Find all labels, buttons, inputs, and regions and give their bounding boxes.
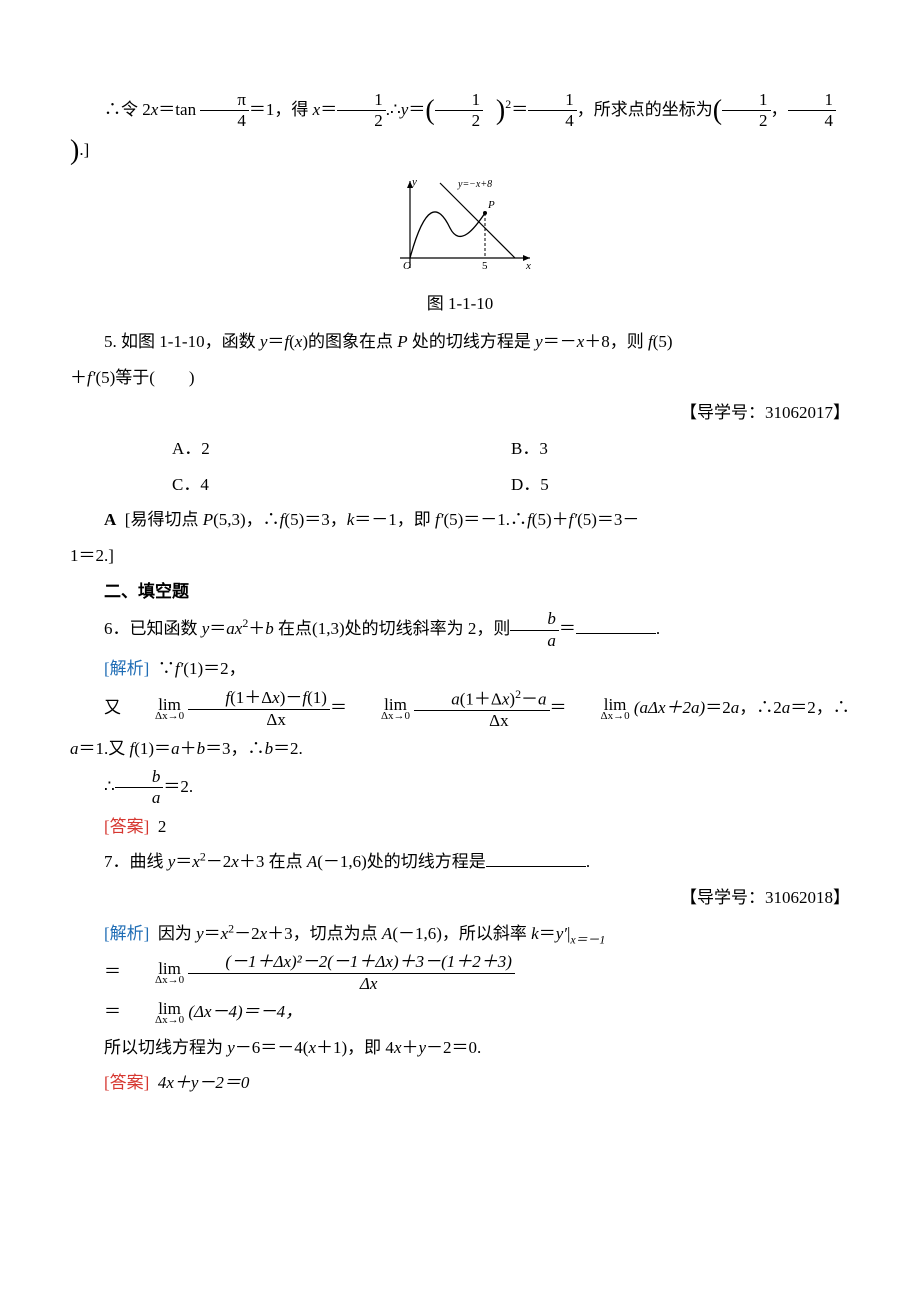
text: ＝ (408, 100, 425, 119)
options-row-2: C．4 D．5 (172, 467, 850, 503)
section-heading: 二、填空题 (70, 574, 850, 610)
var: a (70, 739, 79, 758)
svg-text:x: x (525, 260, 531, 272)
answer-key: A (104, 510, 116, 529)
var: y (418, 1038, 426, 1057)
var: P (397, 332, 407, 351)
question-5-answer: A [易得切点 P(5,3)，∴f(5)＝3，k＝－1，即 f′(5)＝－1.∴… (70, 502, 850, 538)
var: x (192, 852, 200, 871)
frac: 12 (435, 90, 484, 132)
text: ＝ (320, 100, 337, 119)
answer-value: 4x＋y－2＝0 (158, 1073, 250, 1092)
question-5-stem-line2: ＋f′(5)等于( ) (70, 360, 850, 396)
frac: 14 (788, 90, 837, 132)
var: A (382, 924, 392, 943)
paren: ) (496, 95, 505, 126)
var: a (171, 739, 180, 758)
text: ∴令 2 (104, 100, 151, 119)
option-c: C．4 (172, 467, 511, 503)
text: ＝ (511, 100, 528, 119)
var: y (227, 1038, 235, 1057)
question-6-stem: 6．已知函数 y＝ax2＋b 在点(1,3)处的切线斜率为 2，则ba＝. (70, 609, 850, 651)
answer-value: 2 (158, 817, 167, 836)
limit: limΔx→0 (121, 696, 184, 722)
question-7-line2: ＝limΔx→0 (－1＋Δx)²－2(－1＋Δx)＋3－(1＋2＋3)Δx (70, 952, 850, 994)
var: y′ (556, 924, 567, 943)
question-7-answer: [答案] 4x＋y－2＝0 (70, 1065, 850, 1101)
question-5-answer-line2: 1＝2.] (70, 538, 850, 574)
limit: limΔx→0 (121, 1000, 184, 1026)
frac: ba (510, 609, 559, 651)
figure-1-1-10: O y x 5 P y=−x+8 图 1-1-10 (70, 173, 850, 321)
var: f′ (175, 659, 183, 678)
frac: π4 (200, 90, 249, 132)
fill-blank (486, 849, 586, 867)
frac: ba (115, 767, 164, 809)
text: ，所求点的坐标为 (577, 100, 713, 119)
frac: a(1＋Δx)2－aΔx (414, 687, 549, 731)
question-6-line4: ∴ba＝2. (70, 767, 850, 809)
text: .] (79, 140, 89, 159)
svg-text:P: P (487, 199, 495, 211)
option-a: A．2 (172, 431, 511, 467)
question-6-line2: 又limΔx→0 f(1＋Δx)－f(1)Δx＝limΔx→0 a(1＋Δx)2… (70, 687, 850, 731)
var: b (265, 619, 274, 638)
figure-caption: 图 1-1-10 (70, 286, 850, 322)
answer-label: [答案] (104, 1073, 149, 1092)
question-7-line3: ＝limΔx→0 (Δx－4)＝－4， (70, 994, 850, 1030)
svg-text:O: O (403, 260, 411, 272)
question-6-line3: a＝1.又 f(1)＝a＋b＝3，∴b＝2. (70, 731, 850, 767)
question-7-analysis: [解析] 因为 y＝x2－2x＋3，切点为点 A(－1,6)，所以斜率 k＝y′… (70, 916, 850, 952)
frac: (－1＋Δx)²－2(－1＋Δx)＋3－(1＋2＋3)Δx (188, 952, 515, 994)
var: P (203, 510, 213, 529)
var: a (731, 698, 740, 717)
question-6-analysis: [解析] ∵f′(1)＝2， (70, 651, 850, 687)
paren: ( (713, 95, 722, 126)
var: x (231, 852, 239, 871)
frac: 12 (337, 90, 386, 132)
var: f (284, 332, 289, 351)
limit: limΔx→0 (567, 696, 630, 722)
var: k (531, 924, 539, 943)
limit: limΔx→0 (347, 696, 410, 722)
frac: 14 (528, 90, 577, 132)
analysis-label: [解析] (104, 659, 149, 678)
var: b (265, 739, 274, 758)
option-d: D．5 (511, 467, 850, 503)
svg-text:y=−x+8: y=−x+8 (457, 179, 492, 190)
answer-label: [答案] (104, 817, 149, 836)
var: y (196, 924, 204, 943)
analysis-label: [解析] (104, 924, 149, 943)
text: ＝tan (158, 100, 200, 119)
var: a (226, 619, 235, 638)
options-row-1: A．2 B．3 (172, 431, 850, 467)
text: ， (771, 100, 788, 119)
var: A (307, 852, 317, 871)
var: b (197, 739, 206, 758)
fill-blank (576, 616, 656, 634)
frac: 12 (722, 90, 771, 132)
text: .∴ (386, 100, 401, 119)
question-7-line4: 所以切线方程为 y－6＝－4(x＋1)，即 4x＋y－2＝0. (70, 1030, 850, 1066)
solution-line-4: ∴令 2x＝tan π4＝1，得 x＝12.∴y＝(12 )2＝14，所求点的坐… (70, 90, 850, 167)
var: f′ (569, 510, 577, 529)
question-7-stem: 7．曲线 y＝x2－2x＋3 在点 A(－1,6)处的切线方程是. (70, 844, 850, 880)
var: y (535, 332, 543, 351)
reference-number: 【导学号：31062018】 (70, 880, 850, 916)
paren: ( (425, 95, 434, 126)
var: x (308, 1038, 316, 1057)
svg-text:y: y (411, 176, 417, 188)
option-b: B．3 (511, 431, 850, 467)
graph-svg: O y x 5 P y=−x+8 (380, 173, 540, 273)
question-6-answer: [答案] 2 (70, 809, 850, 845)
question-5-stem: 5. 如图 1-1-10，函数 y＝f(x)的图象在点 P 处的切线方程是 y＝… (70, 324, 850, 360)
var: x (295, 332, 303, 351)
text: ＝1，得 (249, 100, 313, 119)
svg-text:5: 5 (482, 260, 488, 272)
limit: limΔx→0 (121, 960, 184, 986)
paren: ) (70, 135, 79, 166)
var: a (782, 698, 791, 717)
reference-number: 【导学号：31062017】 (70, 395, 850, 431)
frac: f(1＋Δx)－f(1)Δx (188, 688, 330, 730)
